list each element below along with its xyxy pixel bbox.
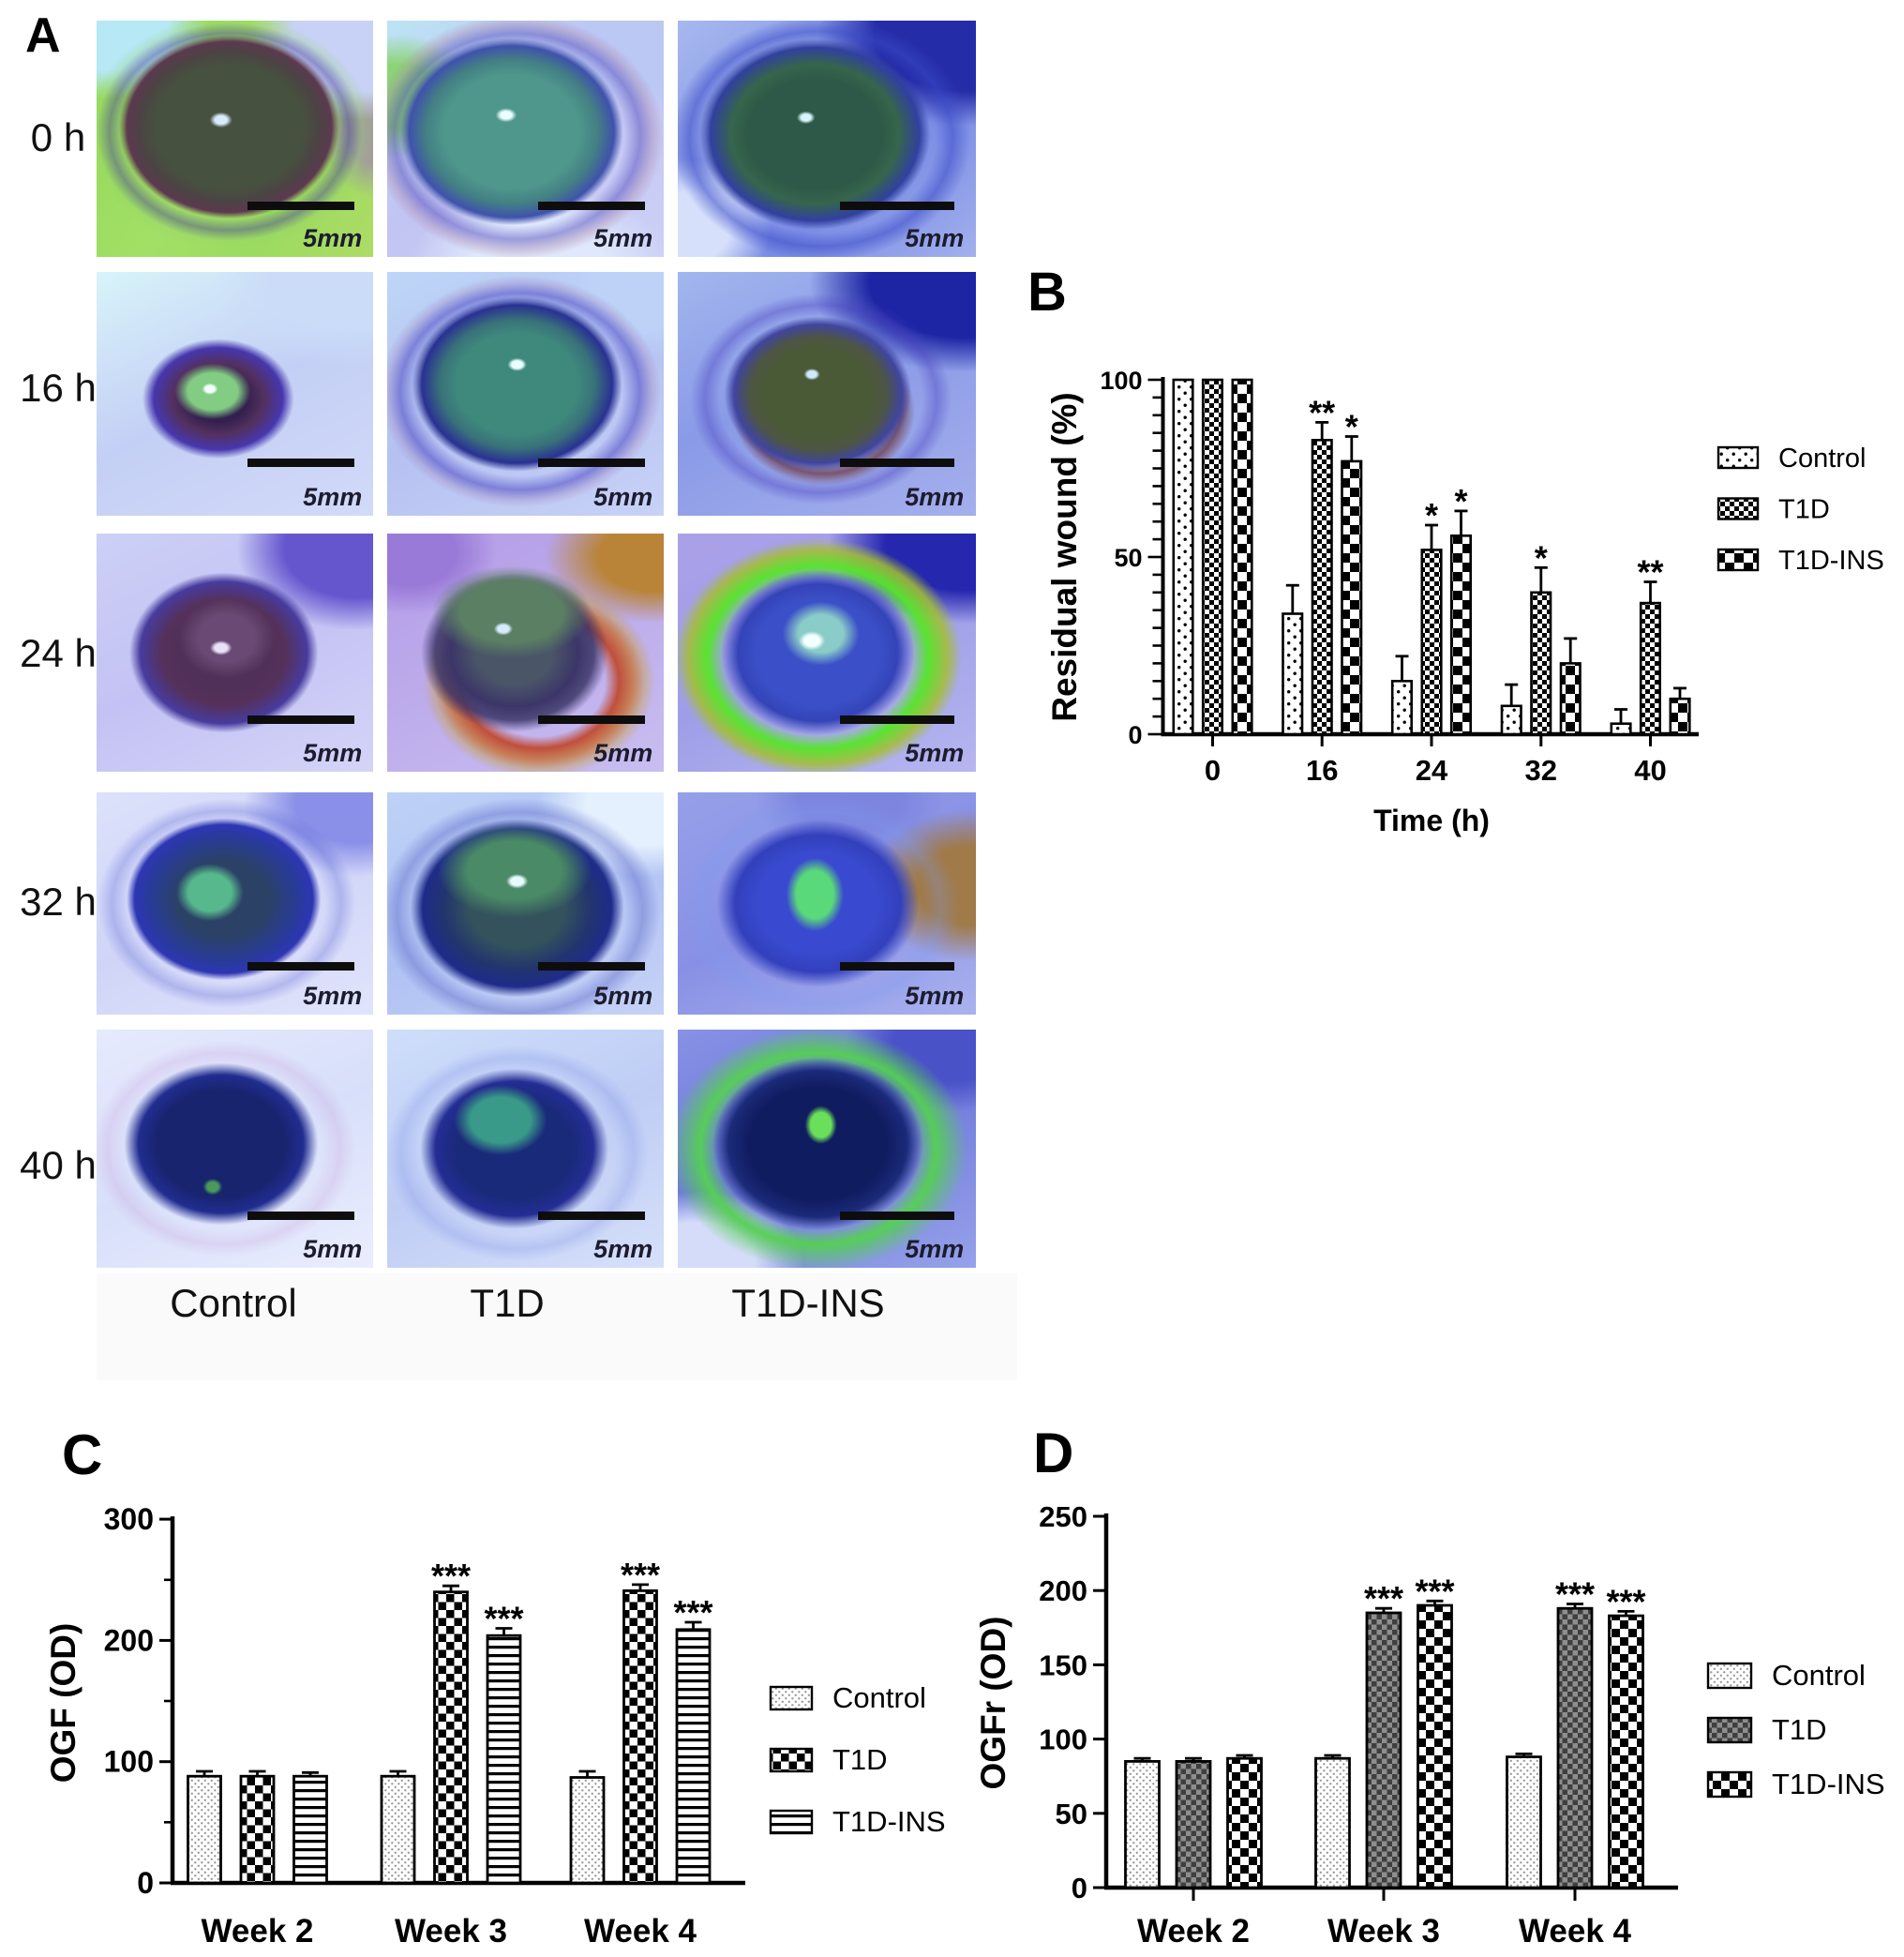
svg-text:***: ***: [484, 1600, 523, 1638]
svg-text:100: 100: [1039, 1724, 1087, 1756]
svg-text:40: 40: [1634, 754, 1666, 787]
svg-text:C: C: [62, 1423, 102, 1486]
svg-text:***: ***: [1555, 1575, 1595, 1614]
svg-text:100: 100: [104, 1745, 154, 1779]
svg-text:T1D: T1D: [1772, 1713, 1827, 1746]
svg-text:Week 4: Week 4: [1519, 1913, 1632, 1949]
svg-text:150: 150: [1039, 1648, 1087, 1681]
svg-text:0: 0: [1128, 721, 1142, 749]
svg-text:T1D-INS: T1D-INS: [1772, 1768, 1885, 1800]
svg-text:50: 50: [1114, 544, 1142, 572]
svg-text:D: D: [1033, 1422, 1073, 1484]
svg-text:Control: Control: [832, 1681, 926, 1714]
svg-text:***: ***: [673, 1593, 712, 1632]
svg-text:100: 100: [1100, 367, 1142, 395]
svg-text:Week 3: Week 3: [1327, 1913, 1440, 1949]
svg-text:250: 250: [1039, 1500, 1087, 1533]
svg-text:Week 2: Week 2: [202, 1913, 314, 1949]
svg-text:T1D-INS: T1D-INS: [1778, 546, 1884, 576]
svg-text:Week 4: Week 4: [584, 1913, 697, 1949]
svg-text:**: **: [1309, 393, 1335, 431]
svg-text:***: ***: [1606, 1582, 1645, 1620]
svg-text:*: *: [1425, 496, 1438, 534]
svg-text:T1D: T1D: [1778, 495, 1830, 525]
svg-text:32: 32: [1525, 754, 1557, 787]
svg-text:Time (h): Time (h): [1373, 804, 1490, 837]
svg-text:***: ***: [431, 1557, 471, 1595]
svg-text:0: 0: [137, 1866, 154, 1900]
svg-text:*: *: [1454, 482, 1467, 520]
svg-text:*: *: [1535, 538, 1548, 577]
svg-text:OGF (OD): OGF (OD): [44, 1623, 82, 1784]
svg-text:24: 24: [1416, 754, 1448, 787]
svg-text:OGFr (OD): OGFr (OD): [974, 1617, 1012, 1790]
svg-text:300: 300: [104, 1502, 154, 1536]
svg-text:Control: Control: [1778, 444, 1867, 474]
svg-text:0: 0: [1072, 1872, 1087, 1904]
svg-text:B: B: [1027, 262, 1067, 323]
svg-text:Control: Control: [1772, 1659, 1866, 1692]
svg-text:***: ***: [1415, 1572, 1454, 1610]
svg-text:16: 16: [1306, 754, 1338, 787]
svg-text:T1D-INS: T1D-INS: [832, 1805, 946, 1838]
svg-text:Residual wound (%): Residual wound (%): [1045, 392, 1084, 722]
svg-text:Week 3: Week 3: [395, 1913, 507, 1949]
svg-text:0: 0: [1205, 754, 1221, 787]
svg-text:***: ***: [1364, 1579, 1403, 1618]
svg-text:50: 50: [1056, 1798, 1087, 1830]
svg-text:T1D: T1D: [832, 1743, 888, 1776]
svg-text:***: ***: [621, 1556, 660, 1594]
svg-text:200: 200: [104, 1623, 154, 1657]
svg-text:**: **: [1637, 553, 1663, 592]
svg-text:Week 2: Week 2: [1137, 1913, 1250, 1949]
svg-text:*: *: [1345, 408, 1358, 446]
svg-text:200: 200: [1039, 1574, 1087, 1607]
